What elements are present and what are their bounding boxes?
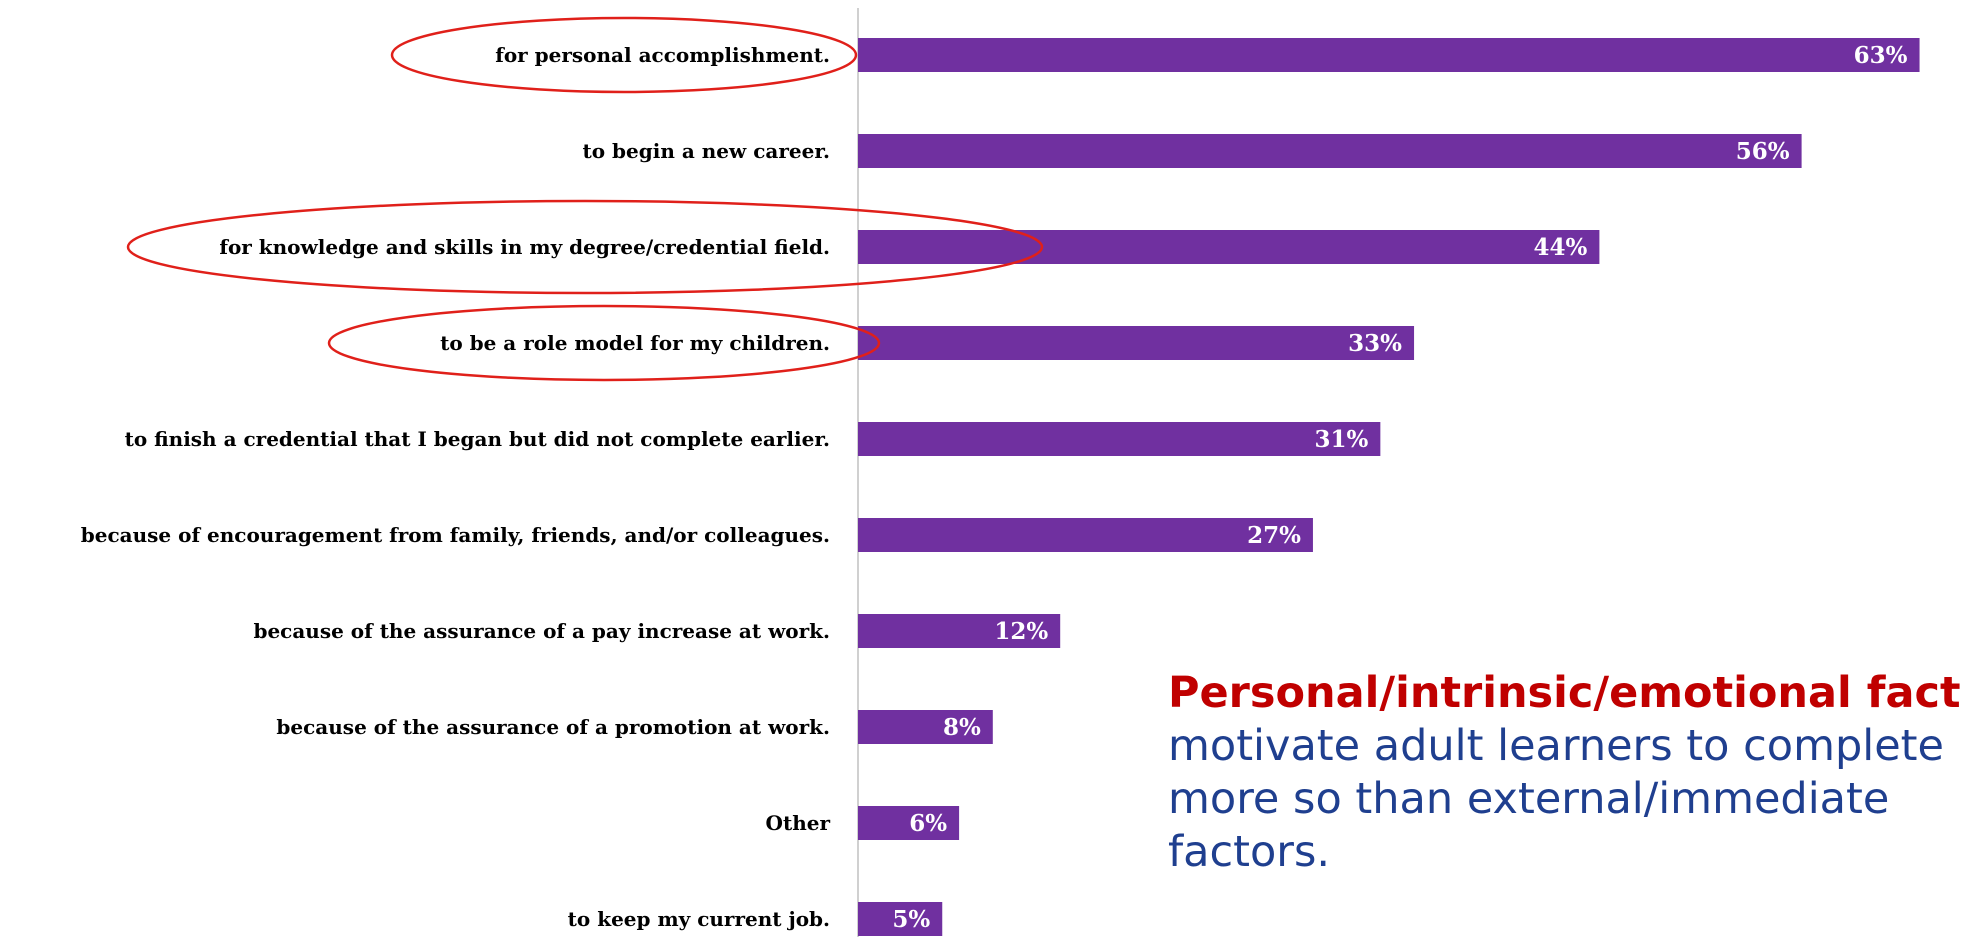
data-label: 31% — [1314, 426, 1368, 453]
category-label: to finish a credential that I began but … — [125, 427, 830, 451]
bar — [858, 614, 1061, 648]
bar — [858, 422, 1381, 456]
callout-line-2: motivate adult learners to complete — [1168, 721, 1944, 771]
bar — [858, 806, 960, 840]
category-label: for knowledge and skills in my degree/cr… — [219, 235, 830, 259]
data-label: 5% — [892, 906, 930, 933]
highlight-ellipse — [327, 304, 881, 382]
highlight-ellipse — [390, 16, 858, 94]
callout-text: Personal/intrinsic/emotional factors mot… — [1168, 667, 1961, 879]
category-label: to be a role model for my children. — [440, 331, 830, 355]
data-label: 12% — [994, 618, 1048, 645]
bar — [858, 134, 1802, 168]
category-label: to begin a new career. — [583, 139, 831, 163]
callout-line-1: Personal/intrinsic/emotional factors — [1168, 667, 1961, 720]
category-label: because of encouragement from family, fr… — [81, 523, 830, 547]
data-label: 8% — [943, 714, 981, 741]
bar — [858, 902, 943, 936]
data-label: 63% — [1854, 42, 1908, 69]
callout-line-3: more so than external/immediate — [1168, 774, 1890, 824]
highlight-ellipse — [126, 199, 1044, 295]
data-label: 44% — [1534, 234, 1588, 261]
callout-line-4: factors. — [1168, 827, 1331, 877]
data-label: 33% — [1348, 330, 1402, 357]
bar — [858, 710, 993, 744]
category-label: because of the assurance of a promotion … — [276, 715, 830, 739]
bar — [858, 326, 1415, 360]
category-label: to keep my current job. — [568, 907, 830, 931]
bar — [858, 518, 1313, 552]
category-label: Other — [766, 811, 831, 835]
callout-highlight: Personal/intrinsic/emotional factors — [1168, 668, 1961, 718]
bar — [858, 38, 1920, 72]
category-label: for personal accomplishment. — [495, 43, 830, 67]
data-label: 56% — [1736, 138, 1790, 165]
data-label: 27% — [1247, 522, 1301, 549]
bar — [858, 230, 1600, 264]
data-label: 6% — [909, 810, 947, 837]
category-label: because of the assurance of a pay increa… — [253, 619, 830, 643]
